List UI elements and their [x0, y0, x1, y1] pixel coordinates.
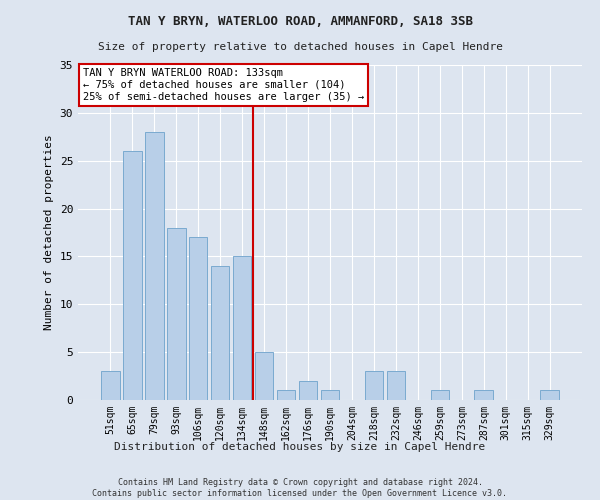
Text: TAN Y BRYN, WATERLOO ROAD, AMMANFORD, SA18 3SB: TAN Y BRYN, WATERLOO ROAD, AMMANFORD, SA…	[128, 15, 473, 28]
Bar	[101, 372, 119, 400]
Text: TAN Y BRYN WATERLOO ROAD: 133sqm
← 75% of detached houses are smaller (104)
25% : TAN Y BRYN WATERLOO ROAD: 133sqm ← 75% o…	[83, 68, 364, 102]
Bar	[255, 352, 274, 400]
Bar	[123, 151, 142, 400]
Bar	[365, 372, 383, 400]
Y-axis label: Number of detached properties: Number of detached properties	[44, 134, 54, 330]
Bar	[431, 390, 449, 400]
Bar	[541, 390, 559, 400]
Bar	[233, 256, 251, 400]
Bar	[189, 238, 208, 400]
Bar	[299, 381, 317, 400]
Bar	[386, 372, 405, 400]
Text: Size of property relative to detached houses in Capel Hendre: Size of property relative to detached ho…	[97, 42, 503, 52]
Bar	[145, 132, 164, 400]
Text: Contains HM Land Registry data © Crown copyright and database right 2024.
Contai: Contains HM Land Registry data © Crown c…	[92, 478, 508, 498]
Bar	[475, 390, 493, 400]
Bar	[167, 228, 185, 400]
Bar	[320, 390, 340, 400]
Text: Distribution of detached houses by size in Capel Hendre: Distribution of detached houses by size …	[115, 442, 485, 452]
Bar	[211, 266, 229, 400]
Bar	[277, 390, 295, 400]
